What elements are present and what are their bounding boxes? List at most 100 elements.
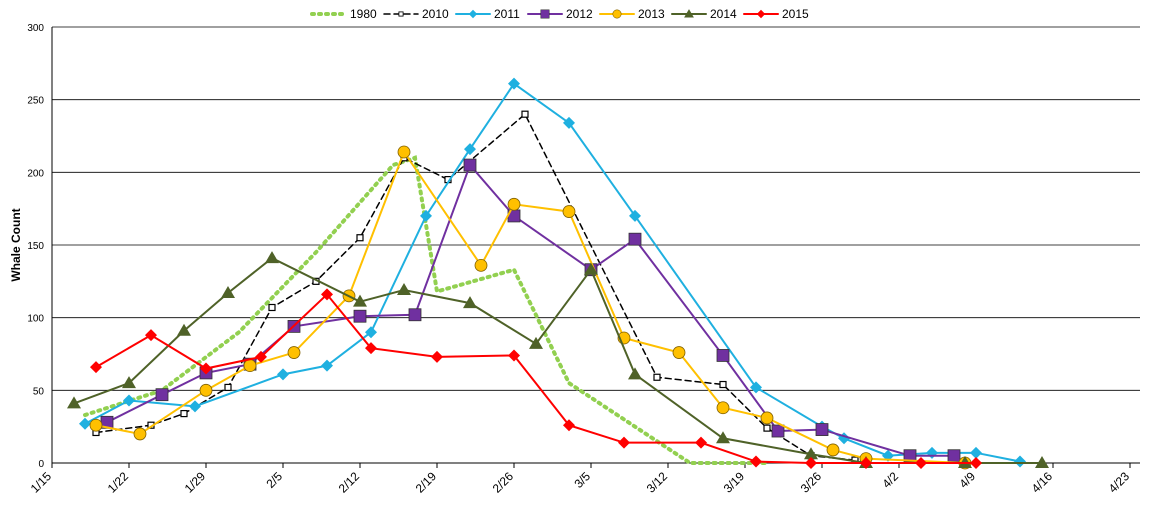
marker xyxy=(507,197,521,211)
marker xyxy=(398,11,404,17)
marker xyxy=(529,336,543,349)
legend-label: 2012 xyxy=(566,7,593,21)
marker xyxy=(695,436,707,449)
marker xyxy=(970,446,982,459)
marker xyxy=(353,294,367,307)
x-tick-label: 2/19 xyxy=(413,469,440,496)
marker xyxy=(562,205,576,218)
legend-label: 2015 xyxy=(782,7,809,21)
marker xyxy=(763,424,771,432)
marker xyxy=(684,9,694,18)
marker xyxy=(365,326,377,339)
marker xyxy=(199,383,213,397)
marker xyxy=(67,396,81,409)
line xyxy=(84,82,1021,463)
y-tick-label: 100 xyxy=(27,314,44,325)
marker xyxy=(508,349,520,362)
marker xyxy=(265,251,279,264)
marker xyxy=(79,417,91,430)
marker xyxy=(826,443,840,457)
y-tick-label: 0 xyxy=(38,459,44,470)
line xyxy=(73,256,1043,464)
marker xyxy=(353,309,367,323)
marker xyxy=(474,258,488,272)
marker xyxy=(90,361,102,374)
y-tick-label: 200 xyxy=(27,168,44,179)
marker xyxy=(750,381,762,394)
x-tick-label: 1/15 xyxy=(28,469,55,496)
marker xyxy=(255,350,267,363)
marker xyxy=(926,446,938,459)
marker xyxy=(756,9,766,19)
marker xyxy=(628,232,642,246)
marker xyxy=(243,359,257,373)
marker xyxy=(189,400,201,413)
marker xyxy=(653,373,661,381)
marker xyxy=(408,308,422,322)
marker xyxy=(716,401,730,415)
series xyxy=(83,155,769,465)
marker xyxy=(508,77,520,90)
series xyxy=(89,145,972,470)
marker xyxy=(321,288,333,301)
line xyxy=(106,163,955,457)
series xyxy=(100,158,961,463)
marker xyxy=(397,145,411,159)
x-tick-label: 3/19 xyxy=(721,469,748,496)
marker xyxy=(716,431,730,444)
marker xyxy=(1014,455,1026,468)
series xyxy=(79,77,1026,468)
line xyxy=(95,292,977,464)
marker xyxy=(397,283,411,296)
marker xyxy=(177,323,191,336)
marker xyxy=(618,436,630,449)
legend-label: 2010 xyxy=(422,7,449,21)
y-tick-label: 250 xyxy=(27,96,44,107)
marker xyxy=(133,427,147,441)
x-tick-label: 4/16 xyxy=(1029,469,1056,496)
marker xyxy=(629,209,641,222)
marker xyxy=(612,9,622,19)
x-tick-label: 3/12 xyxy=(644,469,671,496)
marker xyxy=(464,143,476,156)
marker xyxy=(180,409,188,418)
marker xyxy=(122,376,136,389)
x-tick-label: 4/2 xyxy=(879,469,901,491)
y-axis-label: Whale Count xyxy=(9,208,23,281)
series xyxy=(67,251,1049,468)
legend-label: 2011 xyxy=(494,7,520,21)
line xyxy=(95,149,966,464)
marker xyxy=(145,329,157,342)
x-tick-label: 2/12 xyxy=(336,469,363,496)
marker xyxy=(277,368,289,381)
marker xyxy=(804,447,818,460)
y-tick-label: 50 xyxy=(33,386,45,397)
marker xyxy=(628,367,642,380)
marker xyxy=(321,359,333,372)
marker xyxy=(123,394,135,407)
marker xyxy=(420,209,432,222)
line xyxy=(83,155,769,465)
marker xyxy=(89,418,103,432)
marker xyxy=(719,380,727,389)
marker xyxy=(805,457,817,469)
x-tick-label: 3/26 xyxy=(798,469,825,496)
y-tick-label: 150 xyxy=(27,241,44,252)
marker xyxy=(584,262,598,275)
marker xyxy=(750,455,762,468)
marker xyxy=(815,423,829,436)
x-tick-label: 3/5 xyxy=(571,469,593,491)
marker xyxy=(1035,456,1049,468)
marker xyxy=(365,342,377,355)
x-tick-label: 2/26 xyxy=(490,469,517,496)
legend-label: 1980 xyxy=(350,7,377,21)
marker xyxy=(463,296,477,309)
marker xyxy=(915,457,927,469)
marker xyxy=(356,234,364,242)
marker xyxy=(716,349,730,362)
marker xyxy=(521,110,529,118)
marker xyxy=(947,449,961,463)
legend-label: 2014 xyxy=(710,7,737,21)
marker xyxy=(468,9,478,19)
marker xyxy=(970,457,982,469)
